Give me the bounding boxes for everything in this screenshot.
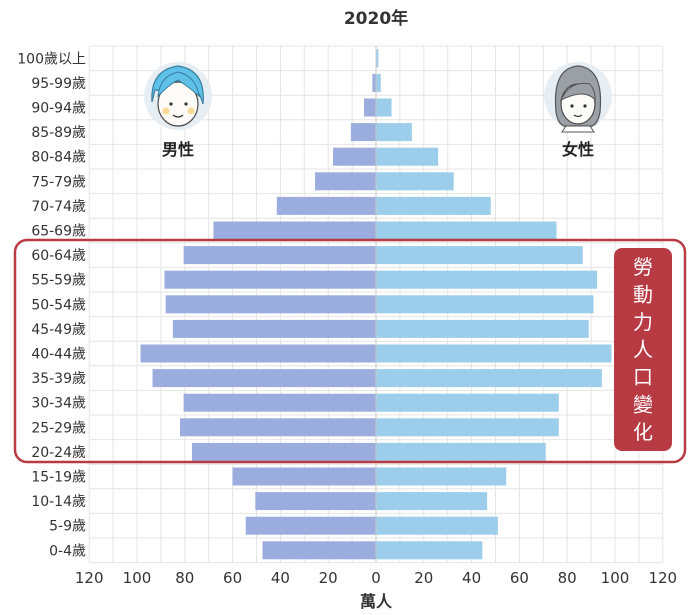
category-label: 65-69歲 [31, 224, 86, 240]
category-label: 25-29歲 [31, 420, 86, 436]
bar-male [164, 270, 376, 289]
bar-male [262, 541, 376, 560]
bar-female [376, 369, 602, 388]
bar-female [376, 442, 546, 461]
bar-female [376, 246, 583, 265]
category-label: 10-14歲 [31, 494, 86, 510]
bar-male [315, 172, 376, 191]
x-tick-label: 0 [371, 569, 381, 587]
bar-female [376, 196, 491, 215]
bar-female [376, 147, 439, 166]
x-tick-label: 40 [462, 569, 481, 587]
x-axis-label: 萬人 [360, 592, 393, 611]
category-label: 100歲以上 [17, 51, 86, 67]
chart-title: 2020年 [344, 8, 408, 29]
bar-male [332, 147, 376, 166]
category-label: 5-9歲 [49, 519, 86, 535]
x-tick-label: 120 [75, 569, 104, 587]
bar-female [376, 418, 559, 437]
x-tick-label: 100 [123, 569, 152, 587]
bar-male [350, 123, 376, 142]
highlight-badge [614, 248, 672, 451]
bar-female [376, 467, 507, 486]
bar-male [152, 369, 376, 388]
bar-female [376, 98, 392, 117]
highlight-label-char: 勞 [633, 255, 653, 279]
female-series-label: 女性 [562, 140, 594, 159]
bar-male [172, 319, 376, 338]
highlight-label-char: 口 [633, 365, 653, 389]
category-label: 85-89歲 [31, 125, 86, 141]
category-label: 35-39歲 [31, 371, 86, 387]
category-label: 60-64歲 [31, 248, 86, 264]
bar-female [376, 295, 594, 314]
bar-male [245, 516, 376, 535]
category-label: 50-54歲 [31, 297, 86, 313]
male-series-label: 男性 [162, 140, 194, 159]
category-label: 80-84歲 [31, 150, 86, 166]
bar-male [183, 393, 376, 412]
highlight-label-char: 動 [633, 283, 653, 307]
bar-male [364, 98, 376, 117]
x-tick-label: 40 [271, 569, 290, 587]
highlight-label-char: 人 [633, 338, 653, 362]
highlight-bracket [13, 238, 687, 464]
bars [140, 49, 612, 560]
bar-male [213, 221, 376, 240]
bar-male [255, 492, 376, 511]
bar-female [376, 516, 498, 535]
bar-male [165, 295, 376, 314]
bar-female [376, 172, 454, 191]
bar-female [376, 221, 557, 240]
category-label: 95-99歲 [31, 76, 86, 92]
x-tick-label: 60 [510, 569, 529, 587]
bar-female [376, 73, 381, 92]
bar-female [376, 344, 612, 363]
bar-female [376, 393, 559, 412]
bar-male [372, 73, 376, 92]
category-label: 0-4歲 [49, 543, 86, 559]
category-label: 40-44歲 [31, 347, 86, 363]
category-label: 15-19歲 [31, 470, 86, 486]
male-avatar-icon [144, 62, 212, 130]
category-label: 90-94歲 [31, 101, 86, 117]
bar-female [376, 541, 483, 560]
highlight-label-char: 力 [633, 310, 653, 334]
bar-male [232, 467, 376, 486]
category-label: 20-24歲 [31, 445, 86, 461]
x-tick-label: 20 [414, 569, 433, 587]
bar-female [376, 123, 412, 142]
highlight-label-char: 化 [633, 420, 653, 444]
bar-male [276, 196, 376, 215]
category-labels: 100歲以上 95-99歲 90-94歲 85-89歲 80-84歲 75-79歲 70-7… [17, 51, 86, 559]
x-tick-label: 100 [601, 569, 630, 587]
category-label: 55-59歲 [31, 273, 86, 289]
x-tick-label: 120 [648, 569, 677, 587]
bar-female [376, 492, 488, 511]
bar-female [376, 49, 379, 68]
category-label: 75-79歲 [31, 174, 86, 190]
bar-female [376, 319, 589, 338]
x-tick-label: 60 [223, 569, 242, 587]
x-tick-label: 80 [558, 569, 577, 587]
bar-male [180, 418, 376, 437]
bar-male [183, 246, 376, 265]
bar-female [376, 270, 598, 289]
female-avatar-icon [544, 62, 612, 133]
highlight-label-char: 變 [633, 393, 653, 417]
x-tick-label: 20 [319, 569, 338, 587]
x-tick-label: 80 [175, 569, 194, 587]
category-label: 45-49歲 [31, 322, 86, 338]
tick-labels: 120 100 80 60 40 20 0 20 40 60 80 100 120 [75, 569, 677, 587]
category-label: 30-34歲 [31, 396, 86, 412]
bar-male [191, 442, 376, 461]
category-label: 70-74歲 [31, 199, 86, 215]
bar-male [140, 344, 376, 363]
